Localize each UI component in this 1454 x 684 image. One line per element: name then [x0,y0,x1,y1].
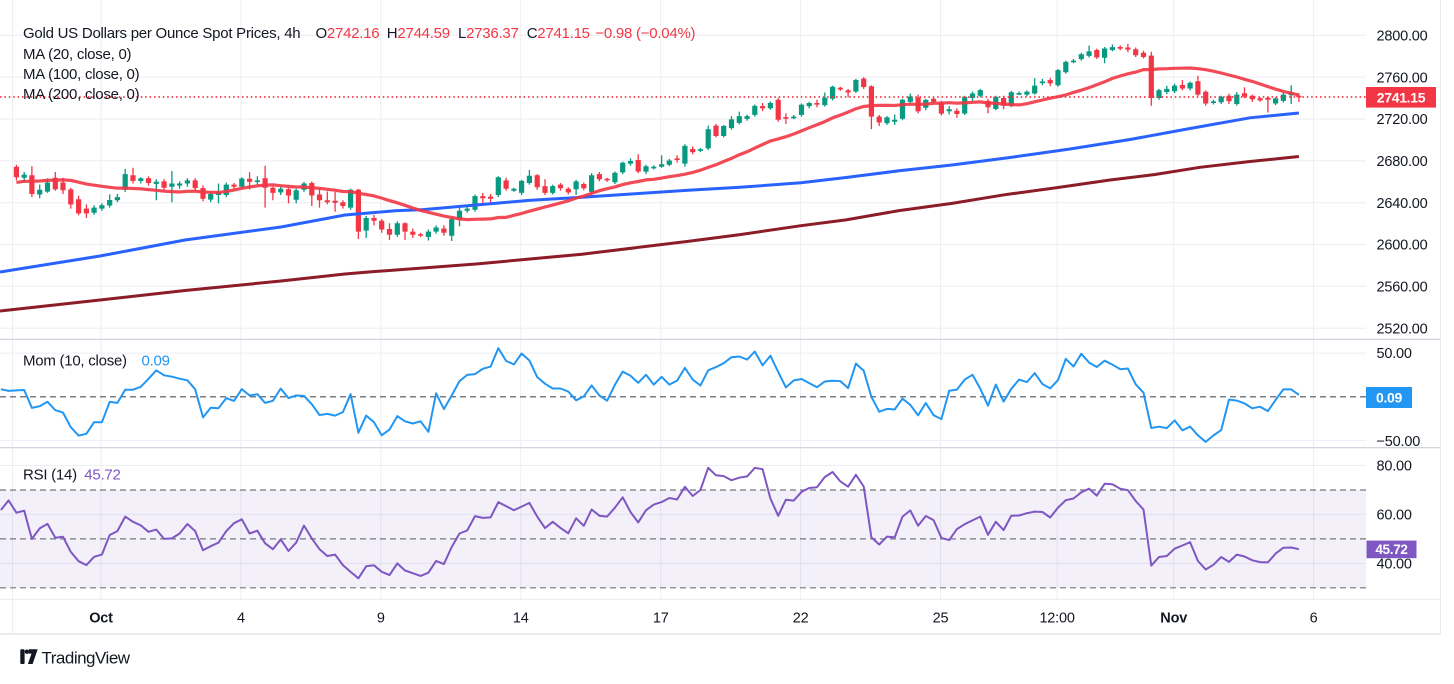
svg-text:2600.00: 2600.00 [1377,238,1428,254]
svg-text:MA (20, close, 0): MA (20, close, 0) [23,46,132,63]
svg-text:2560.00: 2560.00 [1377,280,1428,296]
svg-text:Nov: Nov [1160,611,1187,627]
svg-text:60.00: 60.00 [1377,508,1412,524]
svg-text:2741.15: 2741.15 [1377,89,1426,105]
svg-text:40.00: 40.00 [1377,557,1412,573]
svg-text:45.72: 45.72 [1375,542,1407,557]
svg-text:2720.00: 2720.00 [1377,112,1428,128]
svg-text:14: 14 [513,611,529,627]
svg-text:2520.00: 2520.00 [1377,321,1428,337]
svg-text:6: 6 [1310,611,1318,627]
svg-text:80.00: 80.00 [1377,459,1412,475]
svg-text:Oct: Oct [89,611,113,627]
svg-text:12:00: 12:00 [1039,611,1074,627]
svg-text:2680.00: 2680.00 [1377,154,1428,170]
svg-text:RSI (14)45.72: RSI (14) 45.72 [23,466,121,483]
svg-text:0.09: 0.09 [1376,389,1403,405]
svg-text:22: 22 [793,611,809,627]
svg-text:2640.00: 2640.00 [1377,196,1428,212]
svg-text:TradingView: TradingView [42,649,131,668]
svg-text:2760.00: 2760.00 [1377,70,1428,86]
svg-text:−50.00: −50.00 [1377,434,1421,450]
svg-text:9: 9 [377,611,385,627]
svg-text:50.00: 50.00 [1377,346,1412,362]
svg-text:25: 25 [933,611,949,627]
svg-text:MA (200, close, 0): MA (200, close, 0) [23,86,140,103]
svg-text:4: 4 [237,611,245,627]
svg-text:MA (100, close, 0): MA (100, close, 0) [23,66,140,83]
svg-text:2800.00: 2800.00 [1377,29,1428,45]
svg-text:Gold US Dollars per Ounce Spot: Gold US Dollars per Ounce Spot Prices, 4… [23,25,696,42]
svg-text:Mom (10, close)0.09: Mom (10, close) 0.09 [23,353,170,370]
svg-text:17: 17 [653,611,669,627]
